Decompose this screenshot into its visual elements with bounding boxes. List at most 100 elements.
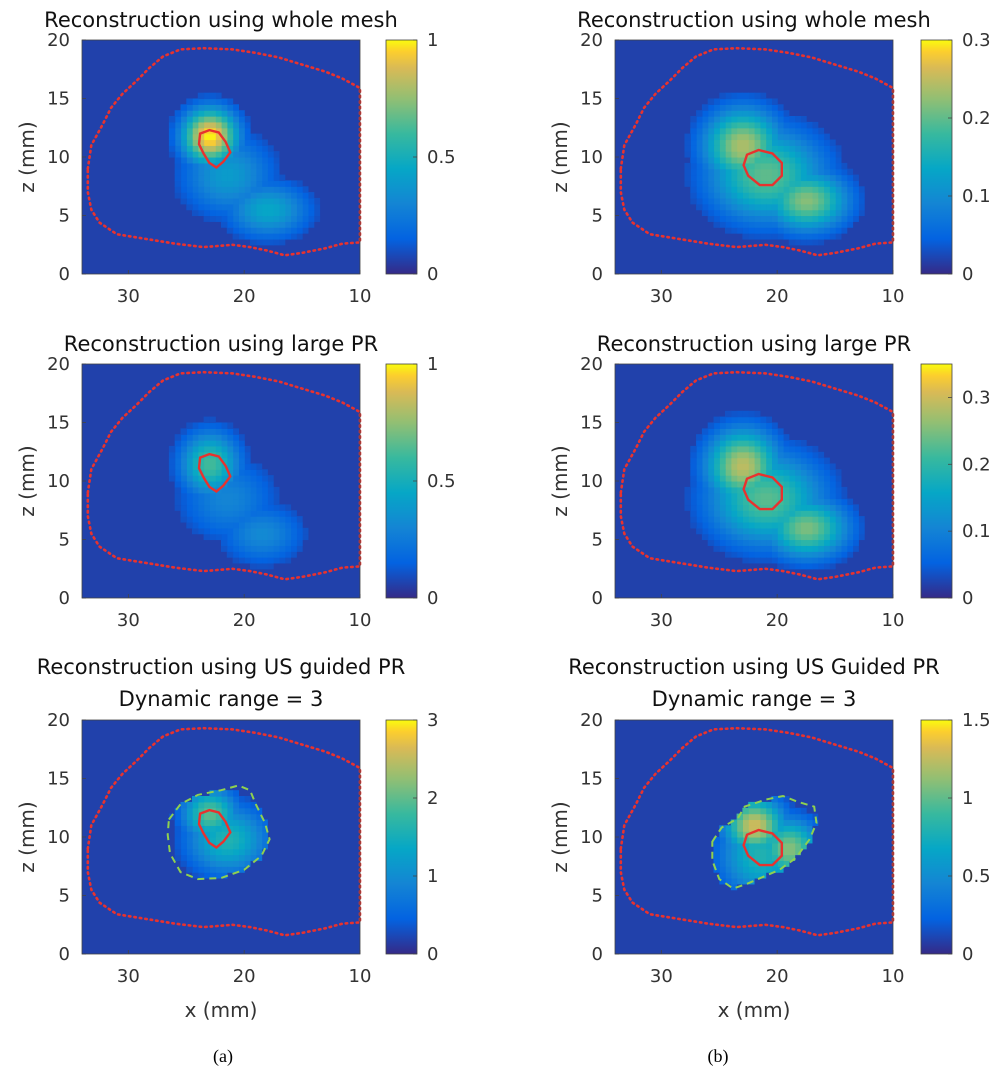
- heatmap-cell: [221, 451, 228, 459]
- heatmap-cell: [250, 533, 257, 541]
- heatmap-cell: [203, 504, 210, 511]
- heatmap-cell: [209, 174, 216, 182]
- heatmap-cell: [725, 203, 732, 211]
- heatmap-cell: [771, 209, 778, 217]
- heatmap-cell: [759, 145, 767, 152]
- heatmap-cell: [840, 498, 848, 506]
- heatmap-cell: [794, 139, 801, 146]
- heatmap-cell: [267, 504, 274, 511]
- heatmap-cell: [771, 825, 778, 832]
- heatmap-cell: [215, 481, 222, 488]
- heatmap-cell: [754, 127, 761, 135]
- y-tick-label: 10: [47, 827, 70, 848]
- breast-boundary-contour: [619, 726, 895, 937]
- heatmap-cell: [267, 539, 274, 546]
- heatmap-cell: [823, 527, 830, 535]
- heatmap-cell: [835, 481, 842, 488]
- heatmap-cell: [221, 539, 228, 546]
- heatmap-cell: [719, 145, 726, 152]
- heatmap-cell: [273, 168, 280, 176]
- heatmap-cell: [313, 215, 321, 222]
- heatmap-cell: [209, 796, 216, 803]
- heatmap-cell: [186, 151, 193, 158]
- heatmap-cell: [707, 162, 715, 170]
- heatmap-cell: [800, 469, 807, 476]
- heatmap-cell: [794, 539, 801, 546]
- heatmap-cell: [226, 104, 234, 111]
- heatmap-cell: [725, 192, 732, 199]
- x-tick-label: 10: [882, 610, 905, 631]
- heatmap-cell: [736, 127, 743, 135]
- heatmap-cell: [748, 116, 755, 123]
- heatmap-cell: [754, 215, 761, 222]
- colorbar: [385, 719, 418, 955]
- heatmap-cell: [736, 168, 743, 176]
- heatmap-cell: [290, 209, 297, 217]
- heatmap-cell: [742, 842, 749, 850]
- heatmap-cell: [725, 533, 732, 541]
- heatmap-cell: [840, 492, 848, 500]
- heatmap-cell: [186, 486, 193, 494]
- heatmap-cell: [713, 416, 720, 424]
- heatmap-cell: [748, 545, 755, 552]
- heatmap-cell: [203, 174, 210, 182]
- heatmap-cell: [730, 527, 738, 535]
- heatmap-cell: [823, 469, 830, 476]
- heatmap-cell: [742, 475, 749, 482]
- heatmap-cell: [829, 180, 836, 187]
- heatmap-cell: [261, 498, 268, 506]
- heatmap-cell: [174, 498, 182, 506]
- heatmap-cell: [690, 186, 697, 193]
- heatmap-cell: [192, 527, 199, 535]
- heatmap-cell: [783, 504, 790, 511]
- heatmap-cell: [713, 209, 720, 217]
- heatmap-cell: [777, 842, 784, 850]
- heatmap-cell: [221, 866, 228, 873]
- x-tick-label: 10: [349, 610, 372, 631]
- heatmap-cell: [192, 854, 199, 861]
- heatmap-cell: [730, 410, 738, 418]
- heatmap-cell: [788, 445, 796, 453]
- heatmap-cell: [771, 469, 778, 476]
- heatmap-cell: [713, 121, 720, 129]
- heatmap-cell: [232, 819, 239, 826]
- heatmap-cell: [725, 516, 732, 523]
- heatmap-cell: [267, 510, 274, 517]
- heatmap-cell: [742, 533, 749, 541]
- heatmap-cell: [290, 510, 297, 517]
- heatmap-cell: [267, 551, 274, 558]
- heatmap-cell: [307, 197, 315, 205]
- heatmap-cell: [221, 848, 228, 856]
- heatmap-cell: [238, 545, 245, 552]
- heatmap-cell: [226, 139, 234, 146]
- heatmap-cell: [806, 469, 813, 476]
- heatmap-cell: [765, 121, 772, 129]
- heatmap-cell: [794, 168, 801, 176]
- heatmap-cell: [684, 151, 691, 158]
- heatmap-cell: [180, 498, 187, 506]
- heatmap-cell: [852, 197, 859, 205]
- heatmap-cell: [806, 463, 813, 470]
- y-tick-label: 15: [580, 769, 603, 790]
- heatmap-cell: [296, 533, 303, 541]
- heatmap-cell: [244, 533, 251, 541]
- heatmap-cell: [186, 434, 193, 441]
- heatmap-cell: [174, 151, 182, 158]
- heatmap-cell: [736, 522, 743, 529]
- heatmap-cell: [730, 457, 738, 465]
- heatmap-cell: [794, 186, 801, 193]
- heatmap-cell: [238, 127, 245, 135]
- heatmap-cell: [203, 510, 210, 517]
- heatmap-cell: [748, 557, 755, 564]
- heatmap-cell: [742, 110, 749, 117]
- heatmap-cell: [174, 819, 182, 826]
- heatmap-cell: [186, 145, 193, 152]
- heatmap-cell: [783, 510, 790, 517]
- heatmap-cell: [690, 139, 697, 146]
- heatmap-cell: [817, 551, 825, 558]
- heatmap-cell: [800, 221, 807, 228]
- heatmap-cell: [725, 422, 732, 429]
- y-tick-label: 0: [592, 944, 603, 965]
- heatmap-cell: [719, 445, 726, 453]
- heatmap-cell: [232, 186, 239, 193]
